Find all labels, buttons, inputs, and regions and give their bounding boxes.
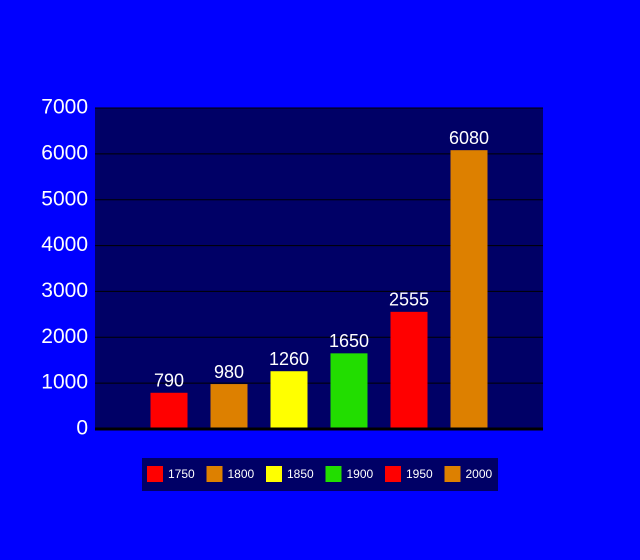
data-label: 2555 (389, 290, 429, 310)
bar (390, 311, 428, 429)
legend-box (142, 458, 498, 491)
y-tick-label: 6000 (41, 141, 88, 164)
data-label: 1260 (269, 349, 309, 369)
bar (150, 392, 188, 429)
bar (330, 353, 368, 429)
legend-swatch (266, 466, 282, 482)
legend-swatch (325, 466, 342, 482)
legend-label: 1800 (228, 467, 255, 481)
y-tick-label: 1000 (41, 371, 88, 394)
legend-label: 1850 (287, 467, 314, 481)
legend-label: 1900 (347, 467, 374, 481)
legend-swatch (147, 466, 163, 482)
bar (270, 371, 308, 429)
bar (450, 150, 488, 429)
legend-label: 1750 (168, 467, 195, 481)
y-tick-label: 7000 (41, 96, 88, 119)
legend-swatch (385, 466, 401, 482)
data-label: 790 (154, 371, 184, 391)
data-label: 6080 (449, 128, 489, 148)
y-tick-label: 5000 (41, 187, 88, 210)
legend-label: 1950 (406, 467, 433, 481)
y-tick-label: 4000 (41, 233, 88, 256)
data-label: 980 (214, 362, 244, 382)
y-tick-label: 0 (76, 417, 88, 440)
y-tick-label: 2000 (41, 325, 88, 348)
y-tick-label: 3000 (41, 279, 88, 302)
legend-label: 2000 (466, 467, 493, 481)
data-label: 1650 (329, 331, 369, 351)
legend-swatch (444, 466, 461, 482)
bar (210, 384, 248, 429)
legend-swatch (206, 466, 223, 482)
